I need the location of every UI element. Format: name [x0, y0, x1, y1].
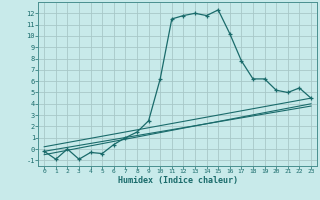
X-axis label: Humidex (Indice chaleur): Humidex (Indice chaleur) [118, 176, 238, 185]
